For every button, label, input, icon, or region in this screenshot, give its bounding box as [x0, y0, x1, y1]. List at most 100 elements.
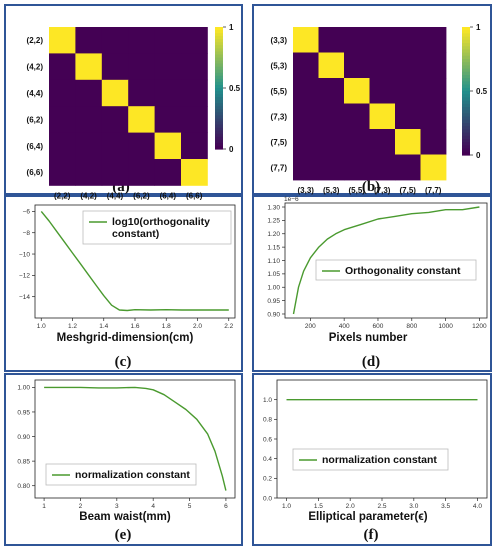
- heatmap-cell-b-0-4: [395, 27, 421, 53]
- ytick-label-d-1: 0.95: [267, 298, 280, 305]
- colorbar-strip-b-24: [462, 103, 470, 108]
- ytick-label-d-0: 0.90: [267, 311, 280, 318]
- colorbar-strip-b-14: [462, 71, 470, 76]
- heatmap-cell-b-0-3: [369, 27, 396, 53]
- heatmap-cell-b-2-4: [395, 78, 421, 104]
- colorbar-strip-a-16: [215, 75, 223, 80]
- colorbar-strip-b-22: [462, 97, 470, 102]
- xtick-b-1: (5,3): [323, 186, 340, 195]
- colorbar-strip-b-6: [462, 46, 470, 50]
- heatmap-cell-b-4-1: [318, 129, 345, 155]
- colorbar-strip-a-14: [215, 69, 223, 74]
- heatmap-cell-a-0-1: [75, 27, 103, 54]
- panel-frame-a: [4, 4, 243, 197]
- colorbar-strip-b-32: [462, 129, 470, 134]
- xtick-label-f-1: 1.5: [314, 503, 323, 510]
- xtick-b-4: (7,5): [400, 186, 417, 195]
- colorbar-strip-b-12: [462, 65, 470, 70]
- xtick-b-0: (3,3): [298, 186, 315, 195]
- heatmap-cell-b-1-1: [318, 52, 345, 79]
- ytick-label-c-2: −10: [19, 251, 30, 258]
- xtick-label-c-0: 1.0: [37, 323, 46, 330]
- legend-label-d-0: Orthogonality constant: [345, 265, 461, 277]
- ytick-label-d-4: 1.10: [267, 258, 280, 265]
- heatmap-cell-b-3-3: [369, 103, 396, 130]
- ytick-label-f-5: 1.0: [263, 397, 272, 404]
- panel-frame-c: [4, 193, 243, 372]
- heatmap-cell-b-3-4: [395, 103, 421, 130]
- colorbar-strip-b-15: [462, 75, 470, 79]
- colorbar-strip-a-5: [215, 42, 223, 46]
- ytick-label-c-3: −12: [19, 273, 30, 280]
- heatmap-cell-a-3-1: [75, 106, 103, 133]
- heatmap-cell-a-1-1: [75, 53, 103, 81]
- ytick-label-c-4: −14: [19, 294, 30, 301]
- legend-label-c-1: constant): [112, 228, 159, 240]
- ytick-label-d-8: 1.30: [267, 204, 280, 211]
- colorbar-strip-a-6: [215, 45, 223, 49]
- heatmap-cell-a-2-4: [154, 79, 182, 107]
- colorbar-strip-b-8: [462, 52, 470, 57]
- heatmap-cell-b-1-4: [395, 52, 421, 79]
- heatmap-cell-a-1-3: [128, 53, 155, 81]
- xtick-label-f-2: 2.0: [346, 503, 355, 510]
- colorbar-strip-b-39: [462, 151, 470, 156]
- heatmap-cell-b-0-0: [293, 27, 319, 53]
- colorbar-strip-a-23: [215, 97, 223, 101]
- heatmap-cell-a-1-4: [154, 53, 182, 81]
- colorbar-strip-b-0: [462, 27, 470, 31]
- heatmap-cell-b-3-1: [318, 103, 345, 130]
- heatmap-cell-b-5-1: [318, 154, 345, 181]
- heatmap-cell-b-2-3: [369, 78, 396, 104]
- colorbar-strip-a-35: [215, 133, 223, 138]
- heatmap-cell-b-3-0: [293, 103, 319, 130]
- colorbar-strip-b-33: [462, 132, 470, 137]
- colorbar-strip-b-34: [462, 135, 470, 140]
- xtick-label-d-4: 1000: [438, 323, 453, 330]
- heatmap-cell-a-3-4: [154, 106, 182, 133]
- heatmap-cell-b-2-0: [293, 78, 319, 104]
- xtick-a-0: (2,2): [54, 191, 71, 200]
- colorbar-strip-b-21: [462, 94, 470, 98]
- xtick-a-3: (6,2): [133, 191, 150, 200]
- panel-label-f: (f): [364, 527, 379, 543]
- legend-box-e: [45, 463, 197, 486]
- colorbar-strip-b-19: [462, 87, 470, 92]
- heatmap-cell-b-1-2: [344, 52, 370, 79]
- xtick-label-c-2: 1.4: [99, 323, 108, 330]
- heatmap-cell-b-1-3: [369, 52, 396, 79]
- heatmap-cell-b-0-1: [318, 27, 345, 53]
- colorbar-strip-a-17: [215, 78, 223, 83]
- colorbar-strip-a-15: [215, 72, 223, 77]
- colorbar-strip-b-1: [462, 30, 470, 34]
- ytick-label-f-4: 0.8: [263, 417, 272, 424]
- legend-box-d: [315, 259, 477, 281]
- ytick-label-f-3: 0.6: [263, 436, 272, 443]
- heatmap-cell-b-0-5: [420, 27, 447, 53]
- colorbar-strip-a-21: [215, 91, 223, 95]
- heatmap-cell-b-5-2: [344, 154, 370, 181]
- colorbar-strip-a-1: [215, 30, 223, 34]
- ytick-b-5: (7,7): [271, 163, 288, 172]
- xtick-label-e-4: 5: [188, 503, 192, 510]
- colorbar-strip-a-3: [215, 36, 223, 40]
- heatmap-cell-a-0-2: [101, 27, 129, 54]
- heatmap-cell-a-2-1: [75, 79, 103, 107]
- series-line-c-0: [40, 210, 229, 312]
- colorbar-strip-a-32: [215, 124, 223, 129]
- heatmap-cell-a-2-5: [181, 79, 208, 107]
- colorbar-strip-a-25: [215, 103, 223, 107]
- panel-label-c: (c): [115, 354, 132, 370]
- heatmap-cell-a-4-3: [128, 132, 155, 160]
- heatmap-cell-b-3-2: [344, 103, 370, 130]
- colorbar-strip-a-12: [215, 63, 223, 68]
- ytick-label-f-0: 0.0: [263, 495, 272, 502]
- xtick-label-e-3: 4: [151, 503, 155, 510]
- plot-area-f: [276, 379, 488, 499]
- colorbar-strip-b-17: [462, 81, 470, 86]
- heatmap-cell-b-4-3: [369, 129, 396, 155]
- colorbar-strip-b-35: [462, 139, 470, 143]
- heatmap-cell-a-4-4: [154, 132, 182, 160]
- heatmap-cell-b-4-2: [344, 129, 370, 155]
- ytick-a-4: (6,4): [27, 142, 44, 151]
